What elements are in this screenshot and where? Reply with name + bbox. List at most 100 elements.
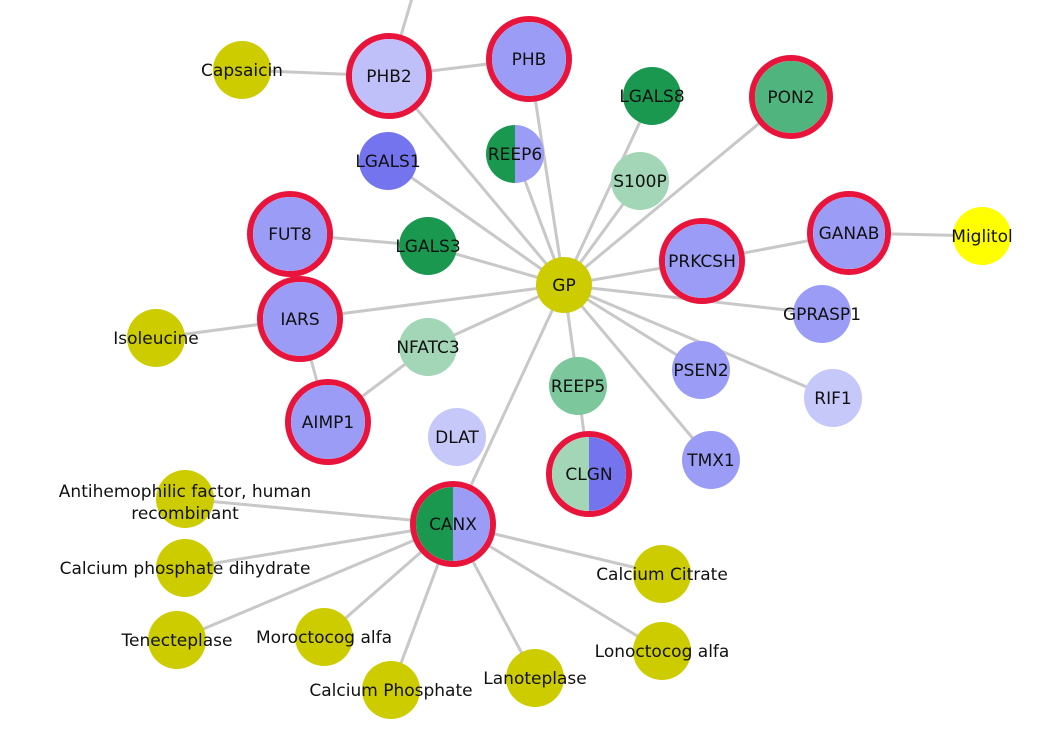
- node-lanoteplase[interactable]: Lanoteplase: [483, 649, 587, 707]
- node-gprasp1[interactable]: GPRASP1: [783, 285, 861, 343]
- node-phb2[interactable]: PHB2: [346, 33, 432, 119]
- node-rif1[interactable]: RIF1: [804, 369, 862, 427]
- node-fill: [359, 132, 417, 190]
- edge-gp-phb2: [387, 75, 566, 286]
- node-label: RIF1: [814, 389, 851, 409]
- node-psen2[interactable]: PSEN2: [672, 341, 730, 399]
- node-lonoctocog[interactable]: Lonoctocog alfa: [595, 622, 730, 680]
- node-nfatc3[interactable]: NFATC3: [396, 318, 460, 376]
- node-label: GP: [552, 276, 575, 296]
- node-label: Isoleucine: [113, 329, 199, 349]
- node-ring: [659, 218, 745, 304]
- node-fill: [755, 61, 827, 133]
- node-caphos[interactable]: Calcium Phosphate: [309, 661, 473, 719]
- node-clgn[interactable]: CLGN: [546, 431, 632, 517]
- node-ring: [257, 276, 343, 362]
- node-tmx1[interactable]: TMX1: [682, 431, 740, 489]
- node-fill: [213, 41, 271, 99]
- node-tenecteplase[interactable]: Tenecteplase: [121, 611, 233, 669]
- node-label: Capsaicin: [201, 61, 283, 81]
- node-label: CANX: [429, 515, 477, 535]
- node-fill: [127, 309, 185, 367]
- node-fill: [492, 22, 566, 96]
- node-label: TMX1: [686, 451, 735, 471]
- nodes-layer: GP PHB2 PHB Capsaicin LGALS8 PON2 LGALS1 REEP6 S…: [59, 16, 1013, 719]
- node-fill-right: [453, 487, 490, 561]
- node-ahf[interactable]: Antihemophilic factor, human recombinant: [59, 470, 311, 528]
- node-fill: [813, 197, 885, 269]
- node-fill: [399, 318, 457, 376]
- node-caphosdi[interactable]: Calcium phosphate dihydrate: [60, 539, 311, 597]
- node-iars[interactable]: IARS: [257, 276, 343, 362]
- node-fill: [399, 217, 457, 275]
- node-fill: [611, 152, 669, 210]
- node-capsaicin[interactable]: Capsaicin: [201, 41, 283, 99]
- node-label: Calcium Phosphate: [309, 681, 472, 701]
- node-fill: [295, 608, 353, 666]
- node-fill: [665, 224, 739, 298]
- node-label: REEP5: [551, 377, 605, 397]
- node-canx[interactable]: CANX: [410, 481, 496, 567]
- node-fill: [428, 408, 486, 466]
- node-lgals3[interactable]: LGALS3: [395, 217, 461, 275]
- node-label: LGALS8: [619, 87, 684, 107]
- node-fill: [804, 369, 862, 427]
- node-label: PHB2: [366, 67, 412, 87]
- node-pon2[interactable]: PON2: [749, 55, 833, 139]
- node-label: REEP6: [488, 145, 542, 165]
- node-fill: [253, 197, 327, 271]
- node-fill: [793, 285, 851, 343]
- node-fill: [291, 385, 365, 459]
- node-label: IARS: [280, 310, 319, 330]
- edge-gp-tmx1: [562, 284, 713, 461]
- node-fill: [633, 545, 691, 603]
- edge-gp-canx: [451, 284, 566, 525]
- node-reep5[interactable]: REEP5: [549, 357, 607, 415]
- node-fill: [536, 257, 592, 313]
- node-aimp1[interactable]: AIMP1: [285, 379, 371, 465]
- node-prkcsh[interactable]: PRKCSH: [659, 218, 745, 304]
- edge-canx-ahf: [184, 497, 454, 526]
- node-dlat[interactable]: DLAT: [428, 408, 486, 466]
- node-fill: [633, 622, 691, 680]
- node-gp[interactable]: GP: [536, 257, 592, 313]
- node-reep6[interactable]: REEP6: [486, 125, 544, 183]
- node-ring: [346, 33, 432, 119]
- node-label: LGALS1: [355, 152, 420, 172]
- node-label: Antihemophilic factor, human recombinant: [59, 482, 311, 524]
- node-label: PSEN2: [673, 361, 728, 381]
- node-label: DLAT: [435, 428, 479, 448]
- node-label: Calcium phosphate dihydrate: [60, 559, 311, 579]
- node-lgals1[interactable]: LGALS1: [355, 132, 421, 190]
- node-ring: [285, 379, 371, 465]
- node-label: Miglitol: [951, 227, 1012, 247]
- edge-gp-lgals8: [562, 95, 654, 286]
- node-label: AIMP1: [302, 413, 354, 433]
- node-label: Moroctocog alfa: [256, 628, 392, 648]
- node-label: S100P: [613, 172, 667, 192]
- node-label: FUT8: [268, 225, 311, 245]
- node-cacitrate[interactable]: Calcium Citrate: [596, 545, 728, 603]
- node-label: GPRASP1: [783, 305, 861, 325]
- node-phb[interactable]: PHB: [486, 16, 572, 102]
- node-fill: [148, 611, 206, 669]
- node-moroctocog[interactable]: Moroctocog alfa: [256, 608, 392, 666]
- node-lgals8[interactable]: LGALS8: [619, 67, 685, 125]
- node-miglitol[interactable]: Miglitol: [951, 207, 1013, 265]
- node-ring: [546, 431, 632, 517]
- node-label: Tenecteplase: [121, 631, 233, 651]
- node-label-line: Antihemophilic factor, human: [59, 482, 311, 502]
- node-isoleucine[interactable]: Isoleucine: [113, 309, 199, 367]
- node-fill: [549, 357, 607, 415]
- node-label: Lonoctocog alfa: [595, 642, 730, 662]
- node-fill: [352, 39, 426, 113]
- node-fut8[interactable]: FUT8: [247, 191, 333, 277]
- node-ring: [410, 481, 496, 567]
- node-fill: [362, 661, 420, 719]
- node-fill-right: [589, 437, 626, 511]
- node-s100p[interactable]: S100P: [611, 152, 669, 210]
- node-label: CLGN: [565, 465, 612, 485]
- edge-gp-pon2: [563, 95, 792, 287]
- node-ganab[interactable]: GANAB: [807, 191, 891, 275]
- node-fill-left: [486, 125, 515, 183]
